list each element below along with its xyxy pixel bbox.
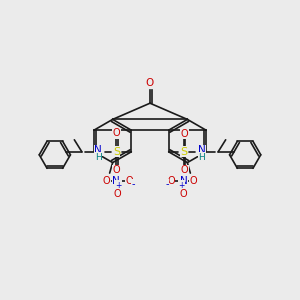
Text: O: O [112, 128, 120, 139]
Text: O: O [179, 189, 187, 200]
Text: O: O [180, 128, 188, 139]
Text: O: O [113, 189, 121, 200]
Text: N: N [94, 145, 102, 155]
Text: N: N [180, 176, 188, 186]
Text: N: N [198, 145, 206, 155]
Text: S: S [180, 147, 187, 157]
Text: O: O [167, 176, 175, 186]
Text: N: N [112, 176, 120, 186]
Text: S: S [113, 147, 120, 157]
Text: O: O [146, 78, 154, 88]
Text: O: O [103, 176, 110, 186]
Text: +: + [178, 181, 184, 190]
Text: O: O [190, 176, 197, 186]
Text: O: O [125, 176, 133, 186]
Text: -: - [131, 179, 135, 190]
Text: -: - [165, 179, 169, 190]
Text: O: O [112, 165, 120, 175]
Text: H: H [198, 153, 205, 162]
Text: O: O [180, 165, 188, 175]
Text: +: + [116, 181, 122, 190]
Text: H: H [95, 153, 102, 162]
